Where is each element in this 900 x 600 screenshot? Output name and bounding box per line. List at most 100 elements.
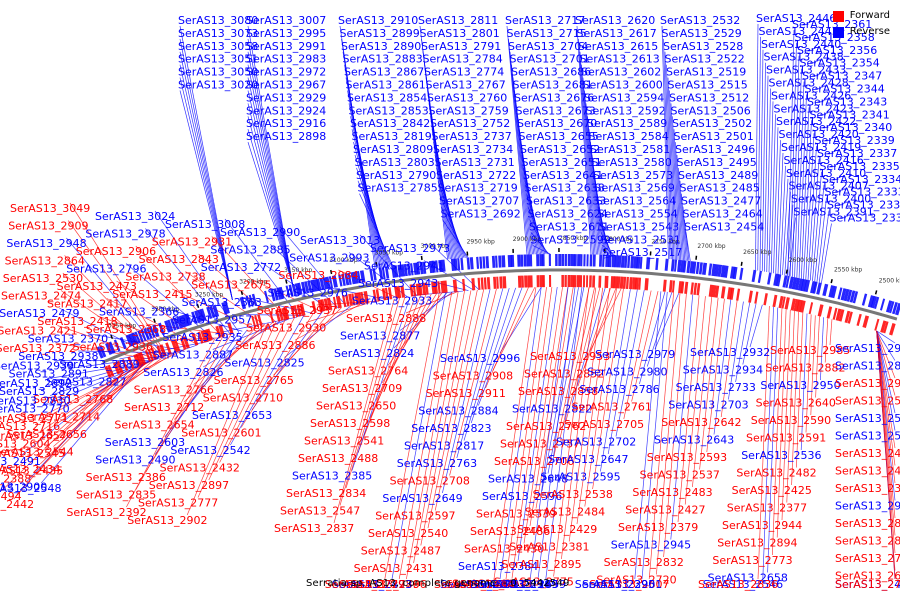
leader-line <box>815 316 820 398</box>
forward-gene <box>115 360 124 374</box>
feature-label: SerAS13_2642 <box>661 416 741 429</box>
leader-line <box>247 77 293 285</box>
leader-line <box>623 290 652 420</box>
reverse-gene <box>564 254 567 267</box>
feature-label: SerAS13_2435 <box>0 465 63 478</box>
leader-line <box>186 324 267 516</box>
leader-line <box>706 298 725 453</box>
feature-label: SerAS13_2330 <box>830 212 900 225</box>
reverse-gene <box>751 269 757 283</box>
forward-gene <box>778 295 784 309</box>
reverse-gene <box>416 262 421 275</box>
leader-line <box>203 320 281 368</box>
feature-label: SerAS13_2431 <box>354 562 434 575</box>
reverse-gene <box>435 260 439 273</box>
forward-gene <box>754 291 759 304</box>
reverse-gene <box>677 259 682 273</box>
forward-gene <box>203 329 211 342</box>
forward-gene <box>844 310 851 324</box>
tick-label: 3250 kbp <box>195 291 223 298</box>
forward-gene <box>567 275 571 288</box>
forward-gene <box>579 275 583 288</box>
leader-line <box>666 64 673 260</box>
leader-line <box>529 286 569 580</box>
leader-line <box>661 25 669 259</box>
feature-label: SerAS13_2655 <box>519 130 599 143</box>
feature-label: SerAS13_2354 <box>800 57 880 70</box>
leader-line <box>251 311 323 411</box>
label-leader-lines <box>1 23 896 580</box>
leader-line <box>796 312 804 468</box>
feature-label: SerAS13_2710 <box>203 392 283 405</box>
leader-line <box>553 287 590 577</box>
tick-label: 3150 kbp <box>284 267 312 274</box>
forward-gene <box>629 277 633 290</box>
feature-label: SerAS13_3050 <box>178 66 258 79</box>
reverse-gene <box>586 254 589 267</box>
reverse-gene <box>270 289 276 302</box>
feature-label: SerAS13_2633 <box>526 195 606 208</box>
reverse-gene <box>507 254 512 268</box>
feature-label: SerAS13_2368 <box>86 323 166 336</box>
reverse-gene <box>627 255 631 269</box>
feature-label: SerAS13_2536 <box>741 449 821 462</box>
forward-gene <box>440 280 445 294</box>
reverse-gene <box>723 265 729 278</box>
forward-gene <box>586 275 589 288</box>
leader-line <box>541 287 579 492</box>
reverse-gene <box>372 268 377 281</box>
leader-line <box>20 370 127 457</box>
reverse-gene <box>800 279 807 292</box>
forward-gene <box>817 304 824 317</box>
genome-backbone <box>101 268 898 364</box>
leader-line <box>363 295 422 436</box>
leader-line <box>770 114 776 273</box>
feature-label: SerAS13_2938 <box>18 350 98 363</box>
tick-label: 2700 kbp <box>697 243 725 250</box>
forward-gene <box>499 276 503 289</box>
forward-gene <box>671 280 676 293</box>
feature-label: SerAS13_2494 <box>0 490 22 503</box>
reverse-gene <box>152 324 160 337</box>
feature-label: SerAS13_2706 <box>494 455 574 468</box>
feature-label: SerAS13_2930 <box>246 322 326 335</box>
feature-label: SerAS13_2681 <box>513 79 593 92</box>
feature-label: SerAS13_2489 <box>678 169 758 182</box>
feature-label: SerAS13_2424 <box>835 465 900 478</box>
tick-mark <box>240 290 244 296</box>
reverse-gene <box>520 254 524 267</box>
leader-line <box>224 218 300 317</box>
leader-line <box>876 330 896 344</box>
leader-line <box>59 307 159 360</box>
feature-label: SerAS13_2712 <box>124 401 204 414</box>
feature-label: SerAS13_2901 <box>582 578 662 591</box>
leader-line <box>713 299 732 435</box>
feature-label: SerAS13_2522 <box>665 53 745 66</box>
forward-gene <box>381 288 387 301</box>
reverse-gene <box>310 279 317 293</box>
forward-gene <box>536 275 540 288</box>
forward-gene <box>121 358 129 371</box>
reverse-gene <box>173 317 180 330</box>
leader-line <box>673 129 680 260</box>
feature-label: SerAS13_2929 <box>246 91 326 104</box>
leader-line <box>247 141 293 285</box>
reverse-gene <box>409 263 414 276</box>
reverse-gene <box>164 320 172 333</box>
feature-label: SerAS13_2528 <box>663 40 743 53</box>
feature-label: SerAS13_2703 <box>668 399 748 412</box>
reverse-gene <box>498 255 502 268</box>
leader-line <box>39 364 143 465</box>
feature-label: SerAS13_2481 <box>835 447 900 460</box>
reverse-gene <box>485 256 490 269</box>
reverse-gene <box>891 301 898 315</box>
reverse-gene <box>350 271 356 285</box>
forward-gene <box>668 280 673 293</box>
reverse-gene <box>369 268 374 282</box>
feature-label: SerAS13_2537 <box>640 469 720 482</box>
feature-label: SerAS13_2492 <box>835 578 900 591</box>
feature-label: SerAS13_2496 <box>675 143 755 156</box>
reverse-gene <box>313 278 320 292</box>
forward-gene <box>360 291 365 304</box>
feature-label: SerAS13_2891 <box>9 368 89 381</box>
